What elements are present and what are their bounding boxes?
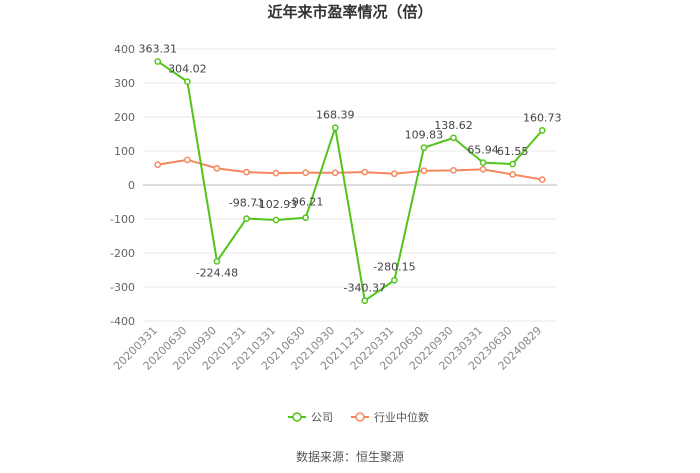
legend[interactable]: 公司 行业中位数 bbox=[288, 410, 429, 424]
y-axis: 400 300 200 100 0 -100 -200 -300 -400 bbox=[110, 43, 135, 328]
data-label: 138.62 bbox=[434, 119, 473, 132]
source-text: 数据来源：恒生聚源 bbox=[296, 449, 404, 464]
data-point bbox=[243, 168, 250, 176]
y-tick-label: 200 bbox=[114, 111, 135, 124]
data-point bbox=[509, 160, 516, 168]
y-tick-label: -200 bbox=[110, 247, 135, 260]
data-point bbox=[509, 171, 516, 178]
data-point bbox=[538, 176, 546, 183]
x-axis: 2020033120200630202009302020123120210331… bbox=[111, 184, 557, 373]
data-label: 363.31 bbox=[139, 42, 178, 55]
chart-title: 近年来市盈率情况（倍） bbox=[267, 3, 432, 21]
legend-item-公司[interactable]: 公司 bbox=[288, 411, 333, 424]
data-point bbox=[391, 170, 398, 178]
legend-label: 行业中位数 bbox=[374, 410, 429, 424]
data-label: -98.71 bbox=[229, 197, 264, 210]
data-label: 160.73 bbox=[523, 111, 562, 124]
data-label: 65.94 bbox=[467, 144, 499, 157]
data-point bbox=[450, 167, 457, 174]
data-point bbox=[213, 257, 221, 265]
data-label: 168.39 bbox=[316, 109, 355, 122]
data-point bbox=[184, 78, 191, 85]
data-point bbox=[391, 276, 398, 284]
data-point bbox=[420, 144, 428, 152]
y-tick-label: 400 bbox=[114, 43, 135, 56]
legend-marker bbox=[292, 412, 302, 422]
data-point bbox=[538, 127, 546, 134]
y-tick-label: -100 bbox=[110, 213, 135, 226]
data-labels: 363.31 304.02 -224.48 -98.71-102.93-96.21 16… bbox=[139, 42, 562, 294]
data-point bbox=[479, 159, 487, 166]
data-label: -102.93 bbox=[255, 198, 297, 211]
data-point bbox=[243, 215, 250, 222]
data-point bbox=[450, 134, 457, 142]
data-label: 304.02 bbox=[168, 63, 207, 76]
data-point bbox=[479, 166, 487, 173]
data-label: 61.55 bbox=[497, 145, 529, 158]
y-tick-label: -300 bbox=[110, 281, 135, 294]
data-point bbox=[302, 214, 309, 222]
series-line-公司 bbox=[157, 60, 543, 302]
data-point bbox=[184, 156, 191, 164]
data-point bbox=[331, 124, 339, 132]
data-label: -340.37 bbox=[344, 282, 386, 295]
legend-label: 公司 bbox=[311, 411, 333, 424]
data-point bbox=[272, 216, 280, 224]
legend-marker bbox=[355, 412, 365, 422]
data-point bbox=[272, 169, 280, 177]
data-label: 109.83 bbox=[405, 129, 444, 142]
legend-item-行业中位数[interactable]: 行业中位数 bbox=[351, 410, 429, 424]
data-label: -224.48 bbox=[196, 266, 238, 279]
data-point bbox=[331, 169, 339, 177]
data-point bbox=[420, 167, 428, 175]
data-point bbox=[302, 169, 309, 177]
y-tick-label: -400 bbox=[110, 315, 135, 328]
data-point bbox=[361, 168, 369, 176]
series-layer bbox=[154, 58, 546, 305]
data-point bbox=[213, 164, 221, 172]
data-label: -96.21 bbox=[288, 196, 323, 209]
data-point bbox=[154, 58, 162, 65]
data-point bbox=[154, 161, 162, 168]
y-tick-label: 0 bbox=[128, 179, 135, 192]
data-label: -280.15 bbox=[373, 260, 415, 273]
data-point bbox=[361, 297, 369, 305]
y-tick-label: 100 bbox=[114, 145, 135, 158]
series-line-行业中位数 bbox=[157, 158, 543, 181]
y-tick-label: 300 bbox=[114, 77, 135, 90]
